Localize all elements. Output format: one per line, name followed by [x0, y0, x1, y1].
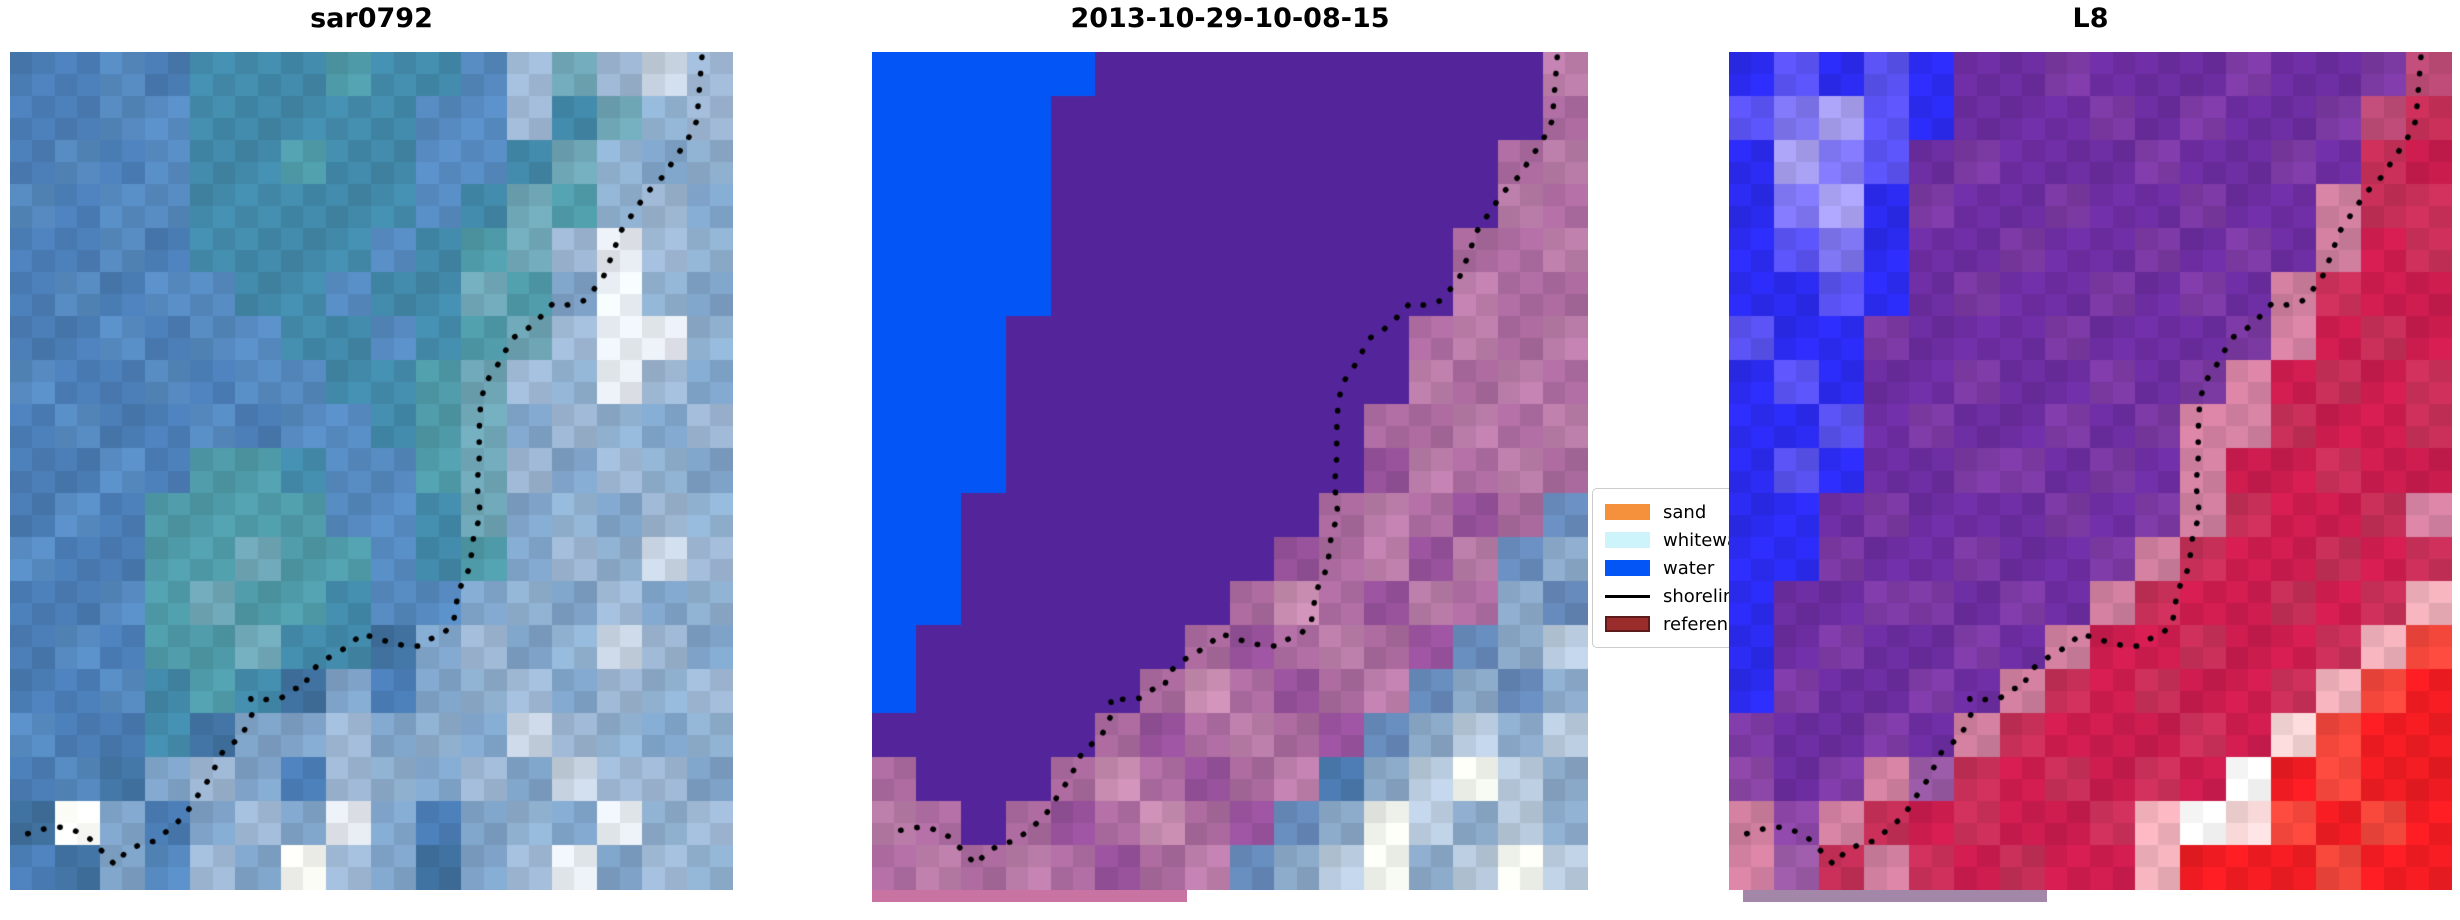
- legend-label: shoreline: [1663, 585, 1746, 607]
- legend-entry-water: water: [1605, 555, 1777, 581]
- water-swatch-icon: [1605, 560, 1650, 576]
- panel-underhang-strip: [872, 890, 1188, 902]
- shoreline-line-icon: [1605, 594, 1650, 598]
- panel-title-l8: L8: [2072, 3, 2109, 34]
- sar-image-panel: [10, 52, 733, 890]
- l8-image-panel: [1729, 52, 2452, 890]
- legend-entry-sand: sand: [1605, 499, 1777, 525]
- legend-label: water: [1663, 557, 1715, 579]
- sand-swatch-icon: [1605, 504, 1650, 520]
- panel-underhang-strip: [1743, 890, 2048, 902]
- legend-entry-shoreline: shoreline: [1605, 583, 1777, 609]
- reference-swatch-icon: [1605, 616, 1650, 632]
- legend-label: reference: [1663, 613, 1749, 635]
- classified-image-panel: [872, 52, 1588, 890]
- legend-entry-reference: reference: [1605, 611, 1777, 637]
- panel-title-date: 2013-10-29-10-08-15: [1070, 3, 1390, 34]
- legend-label: sand: [1663, 501, 1707, 523]
- whitewater-swatch-icon: [1605, 532, 1650, 548]
- panel-title-sar: sar0792: [310, 3, 433, 34]
